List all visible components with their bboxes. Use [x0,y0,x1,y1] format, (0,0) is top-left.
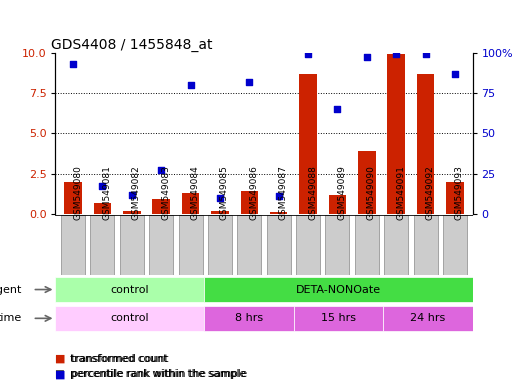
Point [157,167,165,174]
Bar [93,203,111,214]
Point [421,51,430,57]
Point [245,79,253,85]
Bar [120,215,144,275]
Text: control: control [110,285,149,295]
Point [186,82,195,88]
Text: GSM549080: GSM549080 [73,165,82,220]
Point [451,71,459,77]
Bar [123,211,140,214]
Text: ■: ■ [55,369,66,379]
Point [333,106,342,112]
Text: GSM549091: GSM549091 [396,165,405,220]
Bar [55,277,204,302]
Bar [149,215,173,275]
Point [275,193,283,199]
Bar [204,306,294,331]
Bar [388,54,405,214]
Text: GSM549090: GSM549090 [367,165,376,220]
Text: GSM549082: GSM549082 [132,165,141,220]
Bar [355,215,379,275]
Text: control: control [110,313,149,323]
Text: GSM549083: GSM549083 [161,165,170,220]
Text: GSM549093: GSM549093 [455,165,464,220]
Bar [64,182,82,214]
Bar [446,182,464,214]
Bar [61,215,85,275]
Text: time: time [0,313,22,323]
Text: ■  percentile rank within the sample: ■ percentile rank within the sample [55,369,248,379]
Text: GSM549087: GSM549087 [279,165,288,220]
Bar [417,74,435,214]
Point [98,184,107,190]
Point [128,192,136,198]
Text: GSM549084: GSM549084 [191,165,200,220]
Text: GSM549081: GSM549081 [102,165,111,220]
Point [363,55,371,61]
Text: GSM549092: GSM549092 [426,165,435,220]
Bar [55,306,204,331]
Bar [299,74,317,214]
Bar [90,215,115,275]
Point [69,61,77,67]
Bar [384,215,408,275]
Bar [358,151,375,214]
Bar [153,199,170,214]
Text: agent: agent [0,285,22,295]
Bar [178,215,203,275]
Text: GSM549088: GSM549088 [308,165,317,220]
Text: 8 hrs: 8 hrs [235,313,263,323]
Text: GSM549089: GSM549089 [337,165,346,220]
Bar [296,215,320,275]
Point [304,51,312,57]
Bar [182,193,200,214]
Text: transformed count: transformed count [70,354,167,364]
Bar [413,215,438,275]
Bar [208,215,232,275]
Text: 15 hrs: 15 hrs [321,313,356,323]
Text: 24 hrs: 24 hrs [410,313,446,323]
Point [216,195,224,201]
Text: ■  transformed count: ■ transformed count [55,354,169,364]
Bar [204,277,473,302]
Bar [294,306,383,331]
Text: GSM549086: GSM549086 [249,165,258,220]
Point [392,51,400,57]
Text: percentile rank within the sample: percentile rank within the sample [70,369,246,379]
Text: ■: ■ [55,354,66,364]
Text: GDS4408 / 1455848_at: GDS4408 / 1455848_at [51,38,213,51]
Bar [325,215,350,275]
Text: GSM549085: GSM549085 [220,165,229,220]
Bar [237,215,261,275]
Bar [443,215,467,275]
Bar [383,306,473,331]
Bar [328,195,346,214]
Bar [270,212,288,214]
Bar [211,211,229,214]
Bar [267,215,291,275]
Bar [240,191,258,214]
Text: DETA-NONOate: DETA-NONOate [296,285,381,295]
